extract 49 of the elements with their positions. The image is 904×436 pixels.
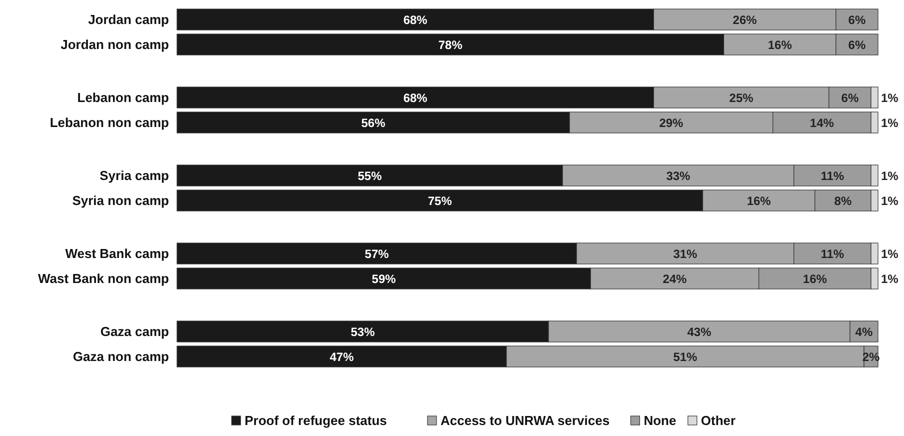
data-label: 14% <box>810 116 834 130</box>
legend-label: Access to UNRWA services <box>440 413 610 428</box>
data-label: 16% <box>802 272 828 286</box>
data-label: 78% <box>438 38 463 52</box>
data-label: 53% <box>350 325 376 339</box>
data-label: 6% <box>848 38 866 52</box>
data-label: 1% <box>881 194 899 208</box>
data-label: 56% <box>361 116 386 130</box>
y-tick-label: Wast Bank non camp <box>38 271 170 286</box>
data-label: 11% <box>820 247 844 261</box>
data-label: 11% <box>820 169 844 183</box>
y-tick-label: West Bank camp <box>65 246 170 261</box>
y-tick-label: Syria camp <box>100 168 170 183</box>
data-label: 8% <box>834 194 852 208</box>
data-label: 29% <box>659 116 684 130</box>
data-label: 1% <box>881 247 899 261</box>
y-tick-label: Syria non camp <box>72 193 170 208</box>
legend-label: None <box>644 413 676 428</box>
data-label: 33% <box>666 169 691 183</box>
data-label: 55% <box>358 169 382 183</box>
data-label: 6% <box>848 13 866 27</box>
data-label: 1% <box>881 91 899 105</box>
data-label: 4% <box>855 325 873 339</box>
y-tick-label: Jordan non camp <box>60 37 170 52</box>
data-label: 24% <box>662 272 688 286</box>
data-label: 25% <box>729 91 754 105</box>
data-label: 59% <box>372 272 396 286</box>
data-label: 57% <box>364 247 390 261</box>
data-label: 1% <box>881 272 899 286</box>
y-tick-label: Lebanon non camp <box>50 115 170 130</box>
data-label: 68% <box>403 13 428 27</box>
data-label: 26% <box>732 13 758 27</box>
data-label: 16% <box>768 38 792 52</box>
data-label: 75% <box>428 194 452 208</box>
data-label: 51% <box>673 350 698 364</box>
y-tick-label: Lebanon camp <box>77 90 170 105</box>
data-label: 47% <box>330 350 354 364</box>
data-label: 1% <box>881 116 899 130</box>
data-label: 6% <box>841 91 859 105</box>
y-tick-label: Jordan camp <box>88 12 170 27</box>
data-label: 16% <box>746 194 772 208</box>
legend-label: Proof of refugee status <box>244 413 387 428</box>
y-tick-label: Gaza camp <box>100 324 170 339</box>
data-label: 31% <box>673 247 698 261</box>
legend-label: Other <box>700 413 736 428</box>
data-label: 1% <box>881 169 899 183</box>
y-tick-label: Gaza non camp <box>72 349 170 364</box>
data-label: 68% <box>403 91 428 105</box>
data-label: 43% <box>687 325 712 339</box>
